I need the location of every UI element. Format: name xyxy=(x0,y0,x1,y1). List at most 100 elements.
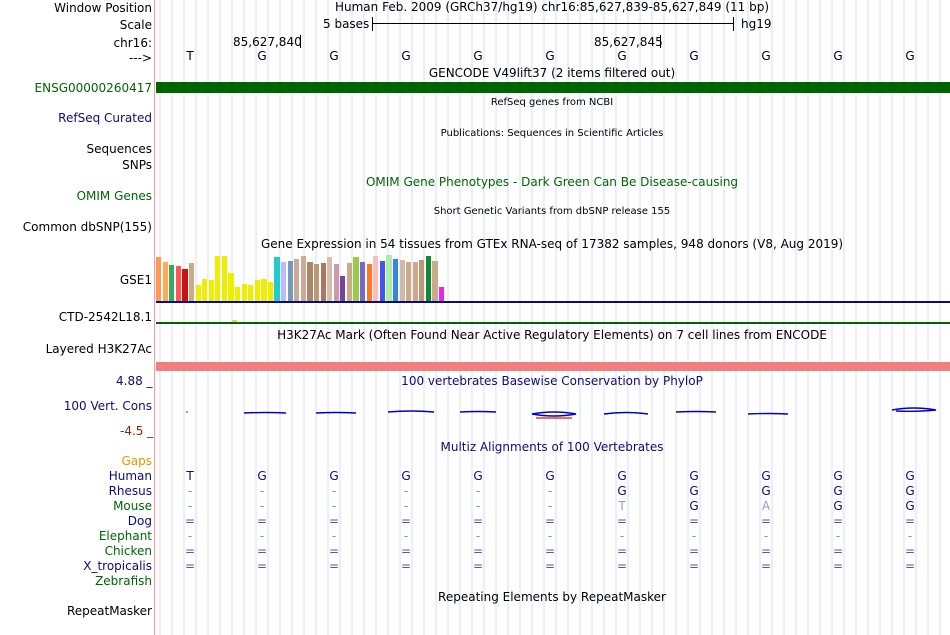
alignment-base: = xyxy=(832,514,844,528)
gtex-tissue-bar[interactable] xyxy=(182,269,188,301)
gtex-tissue-bar[interactable] xyxy=(425,256,432,301)
alignment-base: - xyxy=(835,529,841,543)
alignment-base: - xyxy=(475,529,481,543)
gtex-gene2-line[interactable] xyxy=(156,322,950,324)
gtex-tissue-bar[interactable] xyxy=(406,262,412,301)
alignment-base: - xyxy=(331,499,337,513)
cons-wiggle[interactable] xyxy=(156,400,950,424)
publications-snps-label[interactable]: SNPs xyxy=(122,158,152,172)
h3k27ac-track-label[interactable]: Layered H3K27Ac xyxy=(45,342,152,356)
gtex-tissue-bar[interactable] xyxy=(412,262,418,301)
gtex-tissue-bar[interactable] xyxy=(261,279,267,301)
gtex-tissue-bar[interactable] xyxy=(360,262,366,301)
gtex-track-title[interactable]: Gene Expression in 54 tissues from GTEx … xyxy=(260,237,844,251)
gtex-tissue-bar[interactable] xyxy=(294,259,300,301)
gtex-tissue-bar[interactable] xyxy=(419,260,425,301)
cons-track-label[interactable]: 100 Vert. Cons xyxy=(63,399,152,413)
dbsnp-track-label[interactable]: Common dbSNP(155) xyxy=(22,220,152,234)
alignment-base: = xyxy=(688,544,700,558)
gtex-gene2-label[interactable]: CTD-2542L18.1 xyxy=(58,310,152,324)
repeatmasker-track-label[interactable]: RepeatMasker xyxy=(66,604,152,618)
gtex-tissue-bar[interactable] xyxy=(208,280,214,301)
multiz-gaps-label[interactable]: Gaps xyxy=(121,454,152,468)
gtex-tissue-bar[interactable] xyxy=(392,259,399,301)
publications-sequences-label[interactable]: Sequences xyxy=(86,142,152,156)
gtex-tissue-bar[interactable] xyxy=(267,282,274,301)
omim-track-label[interactable]: OMIM Genes xyxy=(76,189,152,203)
alignment-base: - xyxy=(259,484,265,498)
gtex-tissue-bar[interactable] xyxy=(202,279,208,301)
gtex-tissue-bar[interactable] xyxy=(254,280,260,301)
gtex-tissue-bar[interactable] xyxy=(215,256,221,301)
gtex-gene-line[interactable] xyxy=(156,301,950,303)
alignment-base: - xyxy=(403,484,409,498)
alignment-base: = xyxy=(256,514,268,528)
h3k27ac-signal-bar[interactable] xyxy=(156,362,950,371)
alignment-base: G xyxy=(905,469,915,483)
gtex-tissue-bar[interactable] xyxy=(248,285,254,301)
alignment-base: - xyxy=(907,529,913,543)
alignment-base: G xyxy=(689,484,699,498)
gtex-tissue-bar[interactable] xyxy=(281,262,287,301)
gtex-tissue-bar[interactable] xyxy=(241,284,247,301)
gtex-tissue-bar[interactable] xyxy=(221,256,228,301)
gtex-tissue-bar[interactable] xyxy=(175,266,181,301)
species-label-dog[interactable]: Dog xyxy=(127,514,152,528)
alignment-base: G xyxy=(401,469,411,483)
gtex-tissue-bar[interactable] xyxy=(188,263,195,301)
species-label-mouse[interactable]: Mouse xyxy=(113,499,152,513)
gtex-tissue-bar[interactable] xyxy=(169,265,175,301)
gencode-track-title[interactable]: GENCODE V49lift37 (2 items filtered out) xyxy=(428,66,676,80)
alignment-base: = xyxy=(904,514,916,528)
gtex-tissue-bar[interactable] xyxy=(366,264,372,301)
species-label-x_tropicalis[interactable]: X_tropicalis xyxy=(83,559,152,573)
gtex-tissue-bar[interactable] xyxy=(195,285,201,301)
alignment-base: G xyxy=(689,469,699,483)
gtex-tissue-bar[interactable] xyxy=(346,263,353,301)
gtex-tissue-bar[interactable] xyxy=(313,264,320,301)
gtex-gene-label[interactable]: GSE1 xyxy=(119,273,152,287)
species-label-elephant[interactable]: Elephant xyxy=(98,529,152,543)
alignment-base: G xyxy=(833,499,843,513)
reference-base: T xyxy=(186,49,194,63)
gtex-tissue-bar[interactable] xyxy=(320,263,326,301)
gtex-tissue-bar[interactable] xyxy=(438,287,445,301)
gtex-tissue-bar[interactable] xyxy=(399,260,405,301)
gtex-tissue-bar[interactable] xyxy=(379,261,385,301)
species-label-zebrafish[interactable]: Zebrafish xyxy=(95,574,152,588)
cons-track-title[interactable]: 100 vertebrates Basewise Conservation by… xyxy=(401,374,703,388)
alignment-base: = xyxy=(616,514,628,528)
alignment-base: G xyxy=(761,484,771,498)
h3k27ac-track-title[interactable]: H3K27Ac Mark (Often Found Near Active Re… xyxy=(277,328,827,342)
species-label-human[interactable]: Human xyxy=(108,469,152,483)
publications-track-title[interactable]: Publications: Sequences in Scientific Ar… xyxy=(440,128,664,139)
gtex-tissue-bar[interactable] xyxy=(353,257,359,301)
dbsnp-track-title[interactable]: Short Genetic Variants from dbSNP releas… xyxy=(433,206,671,217)
omim-track-title[interactable]: OMIM Gene Phenotypes - Dark Green Can Be… xyxy=(365,175,739,189)
gtex-tissue-bar[interactable] xyxy=(300,256,307,301)
multiz-track-title[interactable]: Multiz Alignments of 100 Vertebrates xyxy=(440,440,664,454)
alignment-base: - xyxy=(403,499,409,513)
gtex-tissue-bar[interactable] xyxy=(287,261,293,301)
gtex-tissue-bar[interactable] xyxy=(327,257,333,301)
gtex-tissue-bar[interactable] xyxy=(386,255,392,301)
species-label-rhesus[interactable]: Rhesus xyxy=(108,484,152,498)
gtex-tissue-bar[interactable] xyxy=(274,257,280,301)
gtex-tissue-bar[interactable] xyxy=(307,262,313,301)
gtex-tissue-bar[interactable] xyxy=(228,273,234,301)
gtex-tissue-bar[interactable] xyxy=(333,264,339,301)
gtex-tissue-bar[interactable] xyxy=(432,261,438,301)
refseq-track-title[interactable]: RefSeq genes from NCBI xyxy=(490,97,614,108)
alignment-base: G xyxy=(905,499,915,513)
gencode-gene-bar[interactable] xyxy=(156,82,950,93)
gtex-tissue-bar[interactable] xyxy=(235,287,241,301)
gtex-tissue-bar[interactable] xyxy=(373,256,379,301)
gtex-tissue-bar[interactable] xyxy=(162,262,168,301)
alignment-base: = xyxy=(544,544,556,558)
gencode-gene-label[interactable]: ENSG00000260417 xyxy=(34,81,152,95)
gtex-tissue-bar[interactable] xyxy=(340,276,346,301)
repeatmasker-track-title[interactable]: Repeating Elements by RepeatMasker xyxy=(438,590,666,604)
gtex-tissue-bar[interactable] xyxy=(156,257,162,301)
refseq-track-label[interactable]: RefSeq Curated xyxy=(58,111,152,125)
species-label-chicken[interactable]: Chicken xyxy=(104,544,152,558)
